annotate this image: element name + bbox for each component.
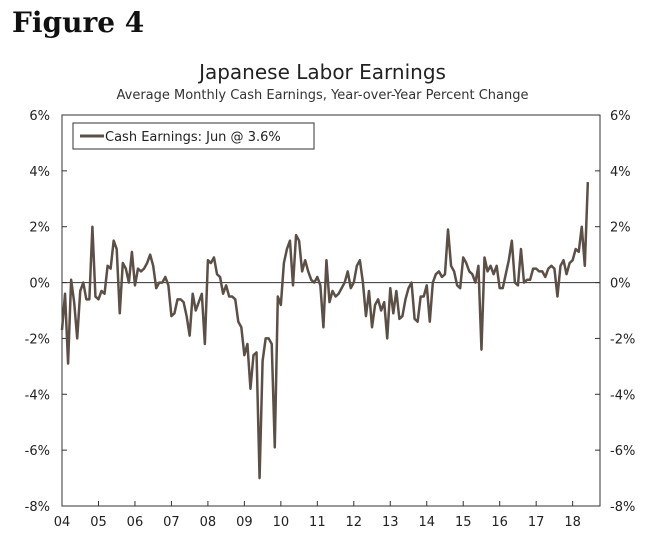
y-tick-label-left: 0% [29, 277, 50, 292]
x-tick-label: 09 [236, 515, 253, 530]
y-tick-label-left: -4% [25, 388, 50, 403]
y-tick-label-right: -2% [610, 332, 635, 347]
x-tick-label: 07 [163, 515, 180, 530]
x-tick-label: 18 [564, 515, 581, 530]
y-tick-label-left: 6% [29, 109, 50, 124]
y-tick-label-right: -8% [610, 500, 635, 515]
x-tick-label: 15 [455, 515, 472, 530]
x-tick-label: 14 [418, 515, 435, 530]
y-tick-label-left: -8% [25, 500, 50, 515]
y-tick-label-right: -6% [610, 444, 635, 459]
x-tick-label: 11 [309, 515, 326, 530]
x-tick-label: 13 [382, 515, 399, 530]
legend: Cash Earnings: Jun @ 3.6% [72, 122, 315, 150]
x-tick-label: 04 [54, 515, 71, 530]
y-tick-label-left: 2% [29, 221, 50, 236]
figure-label: Figure 4 [12, 6, 145, 39]
x-tick-label: 08 [200, 515, 217, 530]
y-axis-left: 6% 4% 2% 0% -2% -4% -6% -8% [25, 109, 67, 515]
legend-box [72, 122, 315, 150]
y-tick-label-right: -4% [610, 388, 635, 403]
x-tick-label: 12 [346, 515, 363, 530]
y-tick-label-left: -6% [25, 444, 50, 459]
plot-frame [61, 114, 601, 507]
y-tick-label-right: 4% [610, 165, 631, 180]
y-axis-right: 6% 4% 2% 0% -2% -4% -6% -8% [595, 109, 635, 515]
y-tick-label-right: 0% [610, 277, 631, 292]
y-tick-label-right: 2% [610, 221, 631, 236]
x-tick-label: 05 [90, 515, 107, 530]
chart-subtitle: Average Monthly Cash Earnings, Year-over… [116, 88, 529, 103]
y-tick-label-left: 4% [29, 165, 50, 180]
x-tick-label: 17 [528, 515, 545, 530]
chart-title: Japanese Labor Earnings [199, 60, 446, 84]
series-line-cash-earnings [60, 181, 590, 480]
y-tick-label-left: -2% [25, 332, 50, 347]
x-tick-label: 06 [127, 515, 144, 530]
x-axis: 04 05 06 07 08 09 10 11 12 13 14 15 16 17 18 [54, 501, 581, 530]
x-tick-label: 16 [491, 515, 508, 530]
legend-label: Cash Earnings: Jun @ 3.6% [105, 130, 281, 145]
y-tick-label-right: 6% [610, 109, 631, 124]
x-tick-label: 10 [273, 515, 290, 530]
